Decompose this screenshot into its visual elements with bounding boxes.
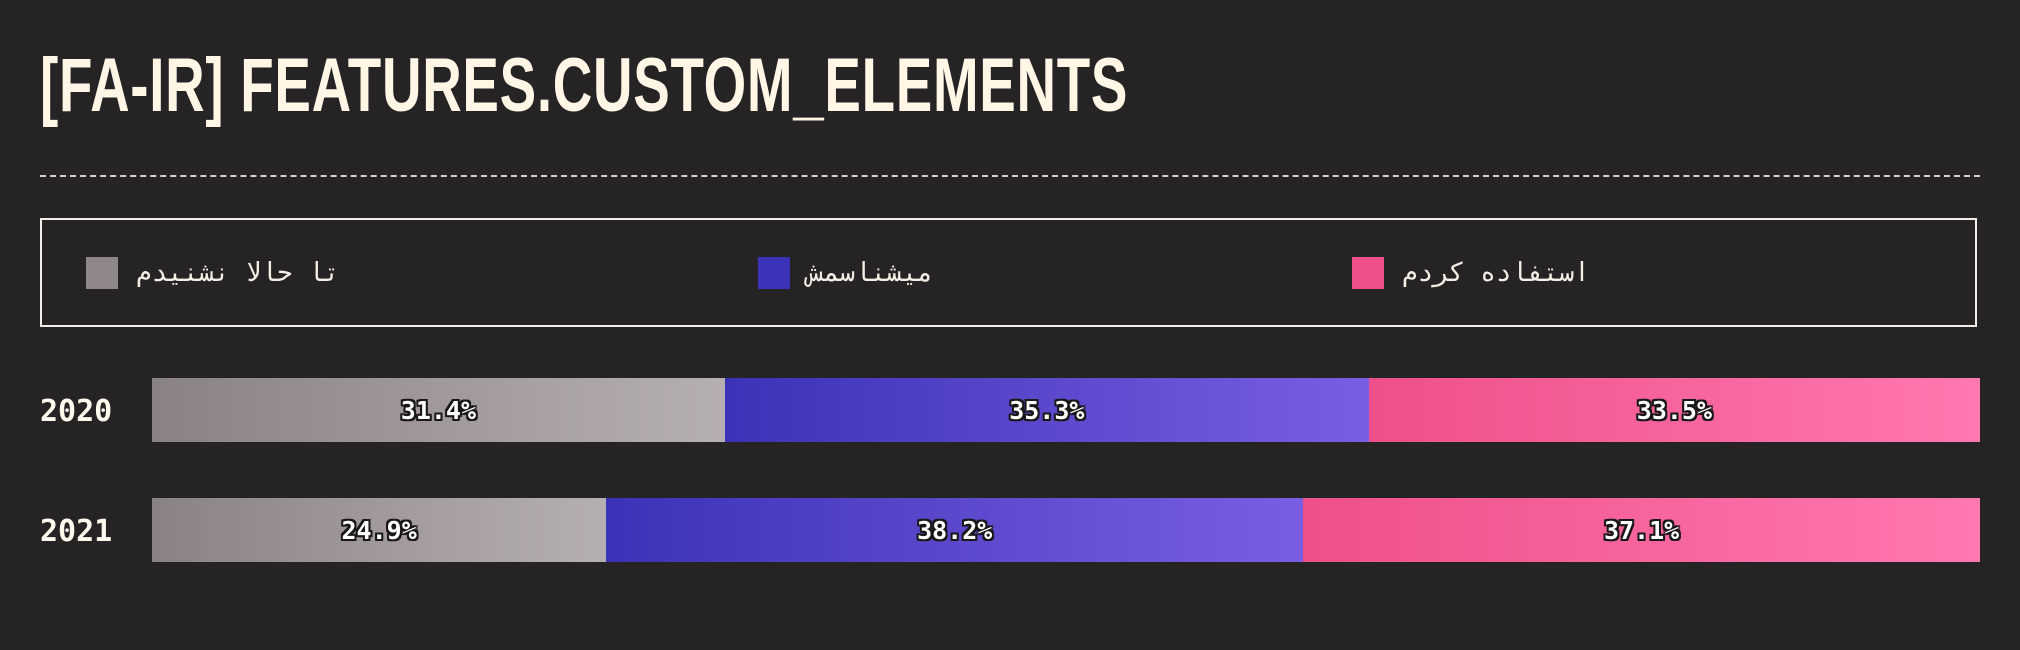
data-label: 38.2% xyxy=(917,515,993,545)
title-divider xyxy=(40,175,1980,177)
legend-swatch xyxy=(758,256,790,289)
legend-item-know-it[interactable]: میشناسمش xyxy=(758,220,933,325)
data-label: 33.5% xyxy=(1636,395,1713,425)
legend-item-used-it[interactable]: استفاده کردم xyxy=(1352,220,1590,325)
bar-segment-know-it[interactable]: 38.2% xyxy=(606,498,1304,562)
legend: تا حالا نشنیدم میشناسمش استفاده کردم xyxy=(40,218,1977,327)
bar-segment-never-heard[interactable]: 31.4% xyxy=(152,378,725,442)
legend-item-never-heard[interactable]: تا حالا نشنیدم xyxy=(86,220,340,325)
chart-title: [FA-IR] FEATURES.CUSTOM_ELEMENTS xyxy=(40,43,1129,128)
bar-row-2020: 31.4% 35.3% 33.5% xyxy=(152,378,1980,442)
category-label-2020: 2020 xyxy=(40,394,113,429)
bar-segment-used-it[interactable]: 37.1% xyxy=(1303,498,1980,562)
bar-segment-used-it[interactable]: 33.5% xyxy=(1368,378,1980,442)
legend-swatch xyxy=(1352,256,1384,289)
data-label: 24.9% xyxy=(341,515,417,545)
bar-row-2021: 24.9% 38.2% 37.1% xyxy=(152,498,1980,562)
legend-swatch xyxy=(86,256,118,289)
legend-label: میشناسمش xyxy=(808,257,934,288)
data-label: 31.4% xyxy=(400,395,477,425)
legend-label: استفاده کردم xyxy=(1402,257,1590,288)
bar-segment-know-it[interactable]: 35.3% xyxy=(724,378,1369,442)
bar-segment-never-heard[interactable]: 24.9% xyxy=(152,498,607,562)
legend-label: تا حالا نشنیدم xyxy=(136,257,340,288)
category-label-2021: 2021 xyxy=(40,514,113,549)
data-label: 37.1% xyxy=(1603,515,1680,545)
data-label: 35.3% xyxy=(1009,395,1085,425)
